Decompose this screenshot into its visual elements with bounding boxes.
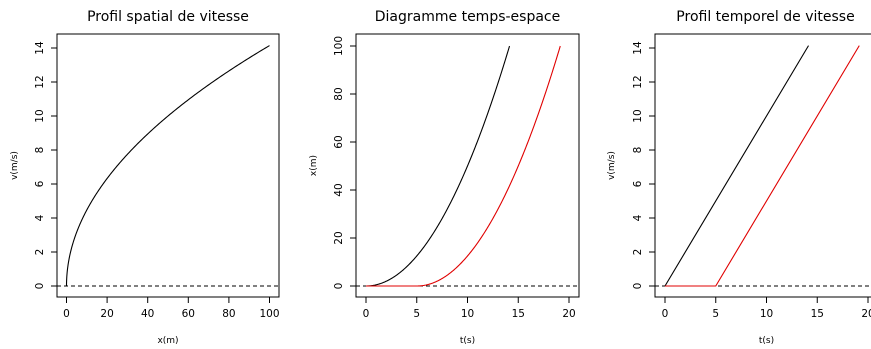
y-tick-label: 10 bbox=[34, 109, 46, 122]
y-axis-label: x(m) bbox=[309, 155, 319, 176]
y-axis-label: v(m/s) bbox=[10, 151, 20, 180]
panel-spatial-speed-profile: Profil spatial de vitesse 0 20 40 60 80 100 0 2 4… bbox=[10, 9, 280, 346]
x-tick-label: 0 bbox=[662, 308, 669, 320]
y-tick-label: 12 bbox=[34, 75, 46, 88]
x-tick-label: 10 bbox=[461, 308, 474, 320]
x-tick-label: 10 bbox=[760, 308, 773, 320]
series-line-black bbox=[365, 45, 511, 287]
plot-frame bbox=[654, 33, 871, 298]
y-tick-label: 80 bbox=[333, 87, 345, 100]
y-tick-label: 100 bbox=[333, 36, 345, 56]
x-tick-label: 0 bbox=[63, 308, 70, 320]
y-tick-label: 0 bbox=[632, 283, 644, 290]
chart-title: Profil spatial de vitesse bbox=[87, 9, 249, 25]
y-axis: 0 2 4 6 8 10 12 14 bbox=[34, 41, 57, 289]
y-tick-label: 8 bbox=[34, 147, 46, 154]
x-tick-label: 20 bbox=[100, 308, 113, 320]
x-tick-label: 20 bbox=[861, 308, 871, 320]
x-tick-label: 15 bbox=[811, 308, 824, 320]
y-tick-label: 60 bbox=[333, 135, 345, 148]
y-tick-label: 8 bbox=[632, 147, 644, 154]
y-tick-label: 12 bbox=[632, 75, 644, 88]
series-line-black bbox=[65, 45, 270, 287]
y-tick-label: 0 bbox=[34, 283, 46, 290]
y-tick-label: 20 bbox=[333, 231, 345, 244]
y-tick-label: 2 bbox=[34, 249, 46, 256]
y-axis-label: v(m/s) bbox=[607, 151, 617, 180]
series-line-red bbox=[665, 45, 860, 287]
y-tick-label: 6 bbox=[34, 180, 46, 187]
y-tick-label: 14 bbox=[632, 41, 644, 55]
y-axis: 0 2 4 6 8 10 12 14 bbox=[632, 41, 655, 289]
plot-frame bbox=[56, 33, 280, 298]
x-tick-label: 15 bbox=[512, 308, 525, 320]
y-tick-label: 10 bbox=[632, 109, 644, 122]
panel-time-space-diagram: Diagramme temps-espace 0 5 10 15 20 0 20 40 60 80 1… bbox=[309, 9, 580, 346]
series-line-black bbox=[664, 45, 809, 287]
x-axis-label: x(m) bbox=[157, 336, 178, 346]
x-axis: 0 5 10 15 20 bbox=[363, 296, 576, 320]
y-tick-label: 14 bbox=[34, 41, 46, 55]
x-axis-label: t(s) bbox=[460, 336, 475, 346]
y-tick-label: 0 bbox=[333, 283, 345, 290]
y-tick-label: 40 bbox=[333, 183, 345, 196]
y-tick-label: 4 bbox=[632, 214, 644, 221]
x-tick-label: 0 bbox=[363, 308, 370, 320]
x-axis-label: t(s) bbox=[759, 336, 774, 346]
panel-temporal-speed-profile: Profil temporel de vitesse 0 5 10 15 20 0 2 4 6 8 1… bbox=[607, 9, 871, 346]
x-axis: 0 20 40 60 80 100 bbox=[63, 296, 280, 320]
y-tick-label: 6 bbox=[632, 180, 644, 187]
series-line-red bbox=[366, 45, 561, 287]
y-tick-label: 4 bbox=[34, 214, 46, 221]
x-axis: 0 5 10 15 20 bbox=[662, 296, 871, 320]
y-axis: 0 20 40 60 80 100 bbox=[333, 36, 356, 289]
y-tick-label: 2 bbox=[632, 249, 644, 256]
x-tick-label: 5 bbox=[712, 308, 719, 320]
x-tick-label: 5 bbox=[413, 308, 420, 320]
x-tick-label: 20 bbox=[562, 308, 575, 320]
x-tick-label: 40 bbox=[141, 308, 154, 320]
x-tick-label: 80 bbox=[222, 308, 235, 320]
x-tick-label: 60 bbox=[182, 308, 195, 320]
chart-title: Profil temporel de vitesse bbox=[676, 9, 854, 25]
chart-title: Diagramme temps-espace bbox=[375, 9, 560, 25]
x-tick-label: 100 bbox=[259, 308, 279, 320]
